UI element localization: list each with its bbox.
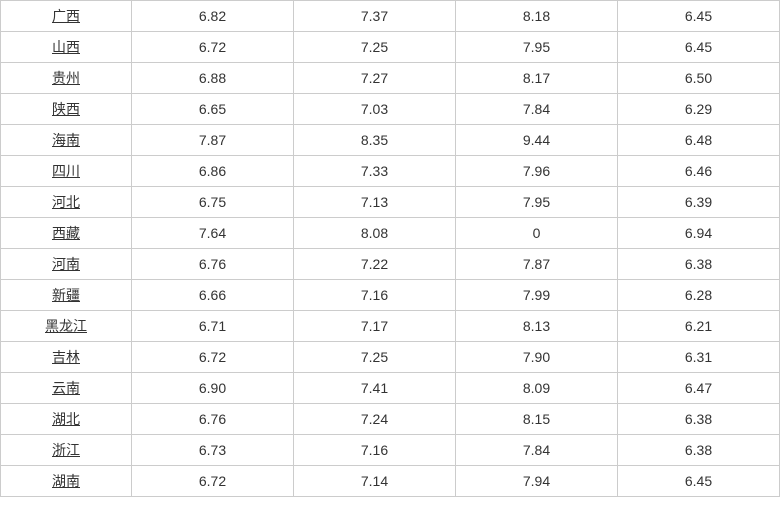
value-cell: 8.09	[456, 373, 618, 404]
value-cell: 6.82	[132, 1, 294, 32]
table-row: 湖北 6.76 7.24 8.15 6.38	[1, 404, 780, 435]
table-row: 黑龙江 6.71 7.17 8.13 6.21	[1, 311, 780, 342]
value-cell: 7.94	[456, 466, 618, 497]
value-cell: 6.90	[132, 373, 294, 404]
table-row: 山西 6.72 7.25 7.95 6.45	[1, 32, 780, 63]
province-cell[interactable]: 四川	[1, 156, 132, 187]
province-cell[interactable]: 黑龙江	[1, 311, 132, 342]
province-cell[interactable]: 海南	[1, 125, 132, 156]
table-row: 云南 6.90 7.41 8.09 6.47	[1, 373, 780, 404]
value-cell: 7.95	[456, 187, 618, 218]
province-cell[interactable]: 山西	[1, 32, 132, 63]
value-cell: 8.15	[456, 404, 618, 435]
value-cell: 9.44	[456, 125, 618, 156]
value-cell: 6.88	[132, 63, 294, 94]
value-cell: 7.16	[294, 435, 456, 466]
value-cell: 6.72	[132, 32, 294, 63]
province-cell[interactable]: 广西	[1, 1, 132, 32]
value-cell: 7.24	[294, 404, 456, 435]
table-row: 陕西 6.65 7.03 7.84 6.29	[1, 94, 780, 125]
table-row: 河南 6.76 7.22 7.87 6.38	[1, 249, 780, 280]
value-cell: 8.17	[456, 63, 618, 94]
value-cell: 7.17	[294, 311, 456, 342]
table-row: 西藏 7.64 8.08 0 6.94	[1, 218, 780, 249]
table-row: 新疆 6.66 7.16 7.99 6.28	[1, 280, 780, 311]
value-cell: 6.65	[132, 94, 294, 125]
table-row: 浙江 6.73 7.16 7.84 6.38	[1, 435, 780, 466]
province-cell[interactable]: 贵州	[1, 63, 132, 94]
value-cell: 7.16	[294, 280, 456, 311]
value-cell: 6.48	[618, 125, 780, 156]
value-cell: 6.38	[618, 404, 780, 435]
value-cell: 8.35	[294, 125, 456, 156]
value-cell: 6.39	[618, 187, 780, 218]
value-cell: 7.99	[456, 280, 618, 311]
value-cell: 0	[456, 218, 618, 249]
value-cell: 6.31	[618, 342, 780, 373]
value-cell: 6.47	[618, 373, 780, 404]
value-cell: 7.25	[294, 342, 456, 373]
province-cell[interactable]: 河南	[1, 249, 132, 280]
value-cell: 7.95	[456, 32, 618, 63]
value-cell: 6.73	[132, 435, 294, 466]
value-cell: 7.13	[294, 187, 456, 218]
value-cell: 6.72	[132, 342, 294, 373]
value-cell: 7.33	[294, 156, 456, 187]
value-cell: 7.87	[132, 125, 294, 156]
value-cell: 6.50	[618, 63, 780, 94]
province-cell[interactable]: 西藏	[1, 218, 132, 249]
province-cell[interactable]: 河北	[1, 187, 132, 218]
value-cell: 6.72	[132, 466, 294, 497]
table-row: 吉林 6.72 7.25 7.90 6.31	[1, 342, 780, 373]
value-cell: 7.90	[456, 342, 618, 373]
province-cell[interactable]: 陕西	[1, 94, 132, 125]
value-cell: 7.37	[294, 1, 456, 32]
value-cell: 6.45	[618, 466, 780, 497]
table-row: 河北 6.75 7.13 7.95 6.39	[1, 187, 780, 218]
value-cell: 6.76	[132, 249, 294, 280]
value-cell: 8.13	[456, 311, 618, 342]
value-cell: 7.96	[456, 156, 618, 187]
province-cell[interactable]: 新疆	[1, 280, 132, 311]
value-cell: 6.29	[618, 94, 780, 125]
value-cell: 6.75	[132, 187, 294, 218]
table-body: 广西 6.82 7.37 8.18 6.45 山西 6.72 7.25 7.95…	[1, 1, 780, 497]
province-cell[interactable]: 浙江	[1, 435, 132, 466]
table-row: 贵州 6.88 7.27 8.17 6.50	[1, 63, 780, 94]
province-cell[interactable]: 湖南	[1, 466, 132, 497]
value-cell: 6.94	[618, 218, 780, 249]
value-cell: 7.87	[456, 249, 618, 280]
value-cell: 6.28	[618, 280, 780, 311]
value-cell: 6.71	[132, 311, 294, 342]
value-cell: 8.18	[456, 1, 618, 32]
value-cell: 6.21	[618, 311, 780, 342]
value-cell: 7.03	[294, 94, 456, 125]
value-cell: 6.66	[132, 280, 294, 311]
value-cell: 8.08	[294, 218, 456, 249]
value-cell: 6.86	[132, 156, 294, 187]
value-cell: 7.84	[456, 94, 618, 125]
value-cell: 7.22	[294, 249, 456, 280]
value-cell: 7.84	[456, 435, 618, 466]
value-cell: 6.45	[618, 32, 780, 63]
province-cell[interactable]: 湖北	[1, 404, 132, 435]
value-cell: 6.45	[618, 1, 780, 32]
value-cell: 6.46	[618, 156, 780, 187]
table-row: 四川 6.86 7.33 7.96 6.46	[1, 156, 780, 187]
value-cell: 7.25	[294, 32, 456, 63]
table-row: 湖南 6.72 7.14 7.94 6.45	[1, 466, 780, 497]
value-cell: 6.38	[618, 435, 780, 466]
data-table: 广西 6.82 7.37 8.18 6.45 山西 6.72 7.25 7.95…	[0, 0, 780, 497]
value-cell: 7.27	[294, 63, 456, 94]
value-cell: 6.38	[618, 249, 780, 280]
value-cell: 7.64	[132, 218, 294, 249]
province-cell[interactable]: 云南	[1, 373, 132, 404]
table-row: 广西 6.82 7.37 8.18 6.45	[1, 1, 780, 32]
value-cell: 7.14	[294, 466, 456, 497]
value-cell: 7.41	[294, 373, 456, 404]
table-row: 海南 7.87 8.35 9.44 6.48	[1, 125, 780, 156]
province-cell[interactable]: 吉林	[1, 342, 132, 373]
value-cell: 6.76	[132, 404, 294, 435]
